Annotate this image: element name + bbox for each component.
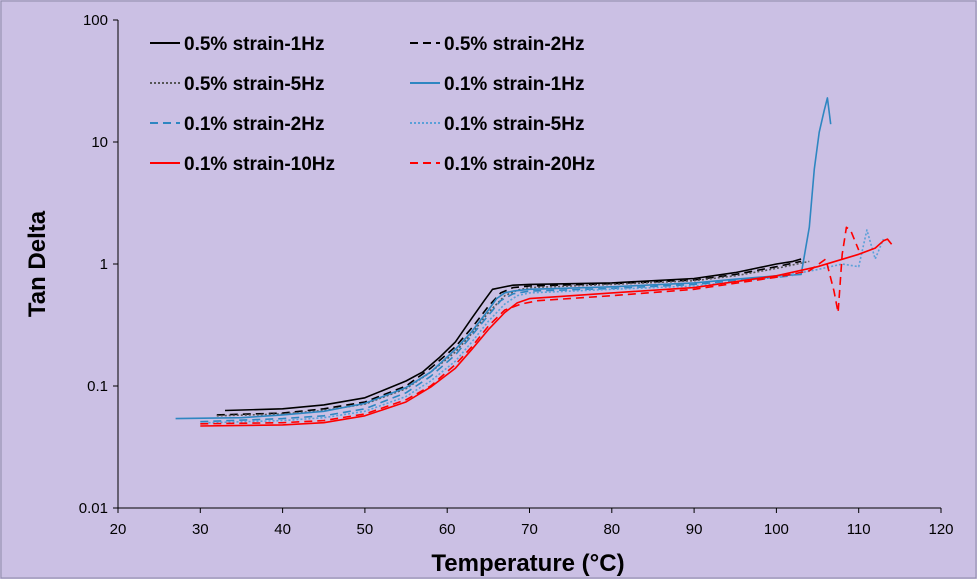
x-tick-label: 50 <box>357 521 374 538</box>
x-tick-label: 40 <box>274 521 291 538</box>
x-tick-label: 120 <box>928 521 953 538</box>
series-line-8 <box>200 226 860 425</box>
series-line-6 <box>208 229 885 424</box>
y-tick-label: 100 <box>83 12 108 29</box>
y-tick-label: 0.01 <box>79 500 108 517</box>
x-tick-label: 80 <box>603 521 620 538</box>
y-tick-label: 10 <box>91 134 108 151</box>
x-tick-label: 70 <box>521 521 538 538</box>
x-tick-label: 30 <box>192 521 209 538</box>
legend-label-8: 0.1% strain-20Hz <box>444 154 595 175</box>
series-layer <box>175 97 893 427</box>
series-line-4 <box>175 97 832 420</box>
x-tick-label: 60 <box>439 521 456 538</box>
legend-label-2: 0.5% strain-2Hz <box>444 34 584 55</box>
y-tick-label: 0.1 <box>87 378 108 395</box>
series-line-1 <box>224 258 802 412</box>
series-line-2 <box>216 260 802 416</box>
x-tick-label: 20 <box>110 521 127 538</box>
x-tick-label: 90 <box>686 521 703 538</box>
legend-label-5: 0.1% strain-2Hz <box>184 114 324 135</box>
y-axis-title: Tan Delta <box>24 210 51 317</box>
legend: 0.5% strain-1Hz 0.5% strain-2Hz 0.5% strai… <box>150 34 595 175</box>
legend-label-3: 0.5% strain-5Hz <box>184 74 324 95</box>
legend-label-7: 0.1% strain-10Hz <box>184 154 335 175</box>
legend-label-1: 0.5% strain-1Hz <box>184 34 324 55</box>
series-line-7 <box>200 238 893 427</box>
legend-label-6: 0.1% strain-5Hz <box>444 114 584 135</box>
series-line-5 <box>200 275 793 423</box>
y-tick-label: 1 <box>100 256 108 273</box>
x-tick-label: 110 <box>847 521 871 538</box>
series-line-3 <box>216 260 810 417</box>
x-tick-label: 100 <box>764 521 789 538</box>
legend-label-4: 0.1% strain-1Hz <box>444 74 584 95</box>
x-axis-title: Temperature (°C) <box>431 550 624 577</box>
